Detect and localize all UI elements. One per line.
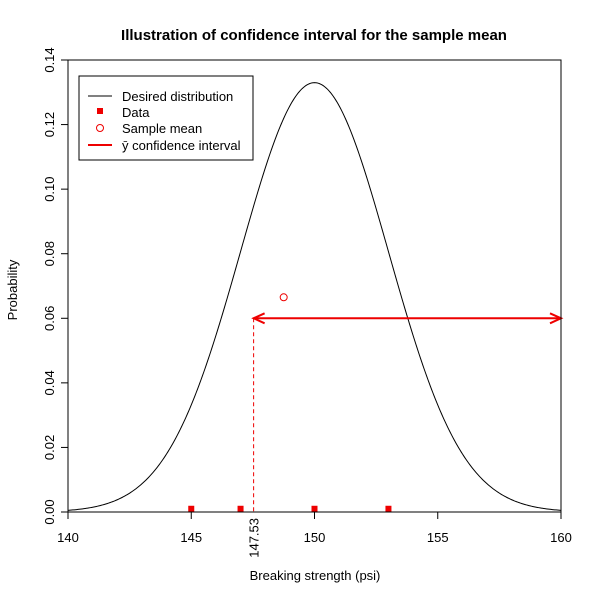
x-tick-label: 140 — [57, 530, 79, 545]
legend-swatch-data — [97, 108, 103, 114]
data-point — [311, 505, 318, 512]
data-point — [188, 505, 195, 512]
y-tick-label: 0.08 — [42, 241, 57, 266]
y-tick-label: 0.06 — [42, 306, 57, 331]
legend-label-confidence-interval: ȳ confidence interval — [122, 138, 241, 153]
y-tick-label: 0.10 — [42, 176, 57, 201]
x-tick-label: 150 — [304, 530, 326, 545]
y-tick-label: 0.00 — [42, 499, 57, 524]
plot-area — [67, 82, 564, 512]
y-tick-label: 0.04 — [42, 370, 57, 395]
chart-title: Illustration of confidence interval for … — [121, 27, 507, 44]
confidence-interval-lower-bound-label: 147.53 — [247, 518, 262, 558]
axes: 140 145 150 155 160 0.00 0.02 0.04 0.06 0.08 0.10 0… — [42, 47, 572, 557]
data-point — [237, 505, 244, 512]
y-axis-label: Probability — [5, 259, 20, 320]
data-point — [385, 505, 392, 512]
y-tick-label: 0.12 — [42, 112, 57, 137]
sample-mean-point — [279, 293, 288, 302]
x-tick-label: 155 — [427, 530, 449, 545]
legend-label-distribution: Desired distribution — [122, 89, 233, 104]
x-tick-label: 160 — [550, 530, 572, 545]
legend: Desired distribution Data Sample mean ȳ … — [78, 75, 254, 161]
x-axis-label: Breaking strength (psi) — [250, 568, 381, 583]
legend-label-data: Data — [122, 105, 150, 120]
x-tick-label: 145 — [180, 530, 202, 545]
distribution-curve — [67, 82, 562, 511]
y-tick-label: 0.02 — [42, 435, 57, 460]
legend-label-sample-mean: Sample mean — [122, 121, 202, 136]
y-tick-label: 0.14 — [42, 47, 57, 72]
legend-swatch-sample-mean — [96, 124, 104, 132]
